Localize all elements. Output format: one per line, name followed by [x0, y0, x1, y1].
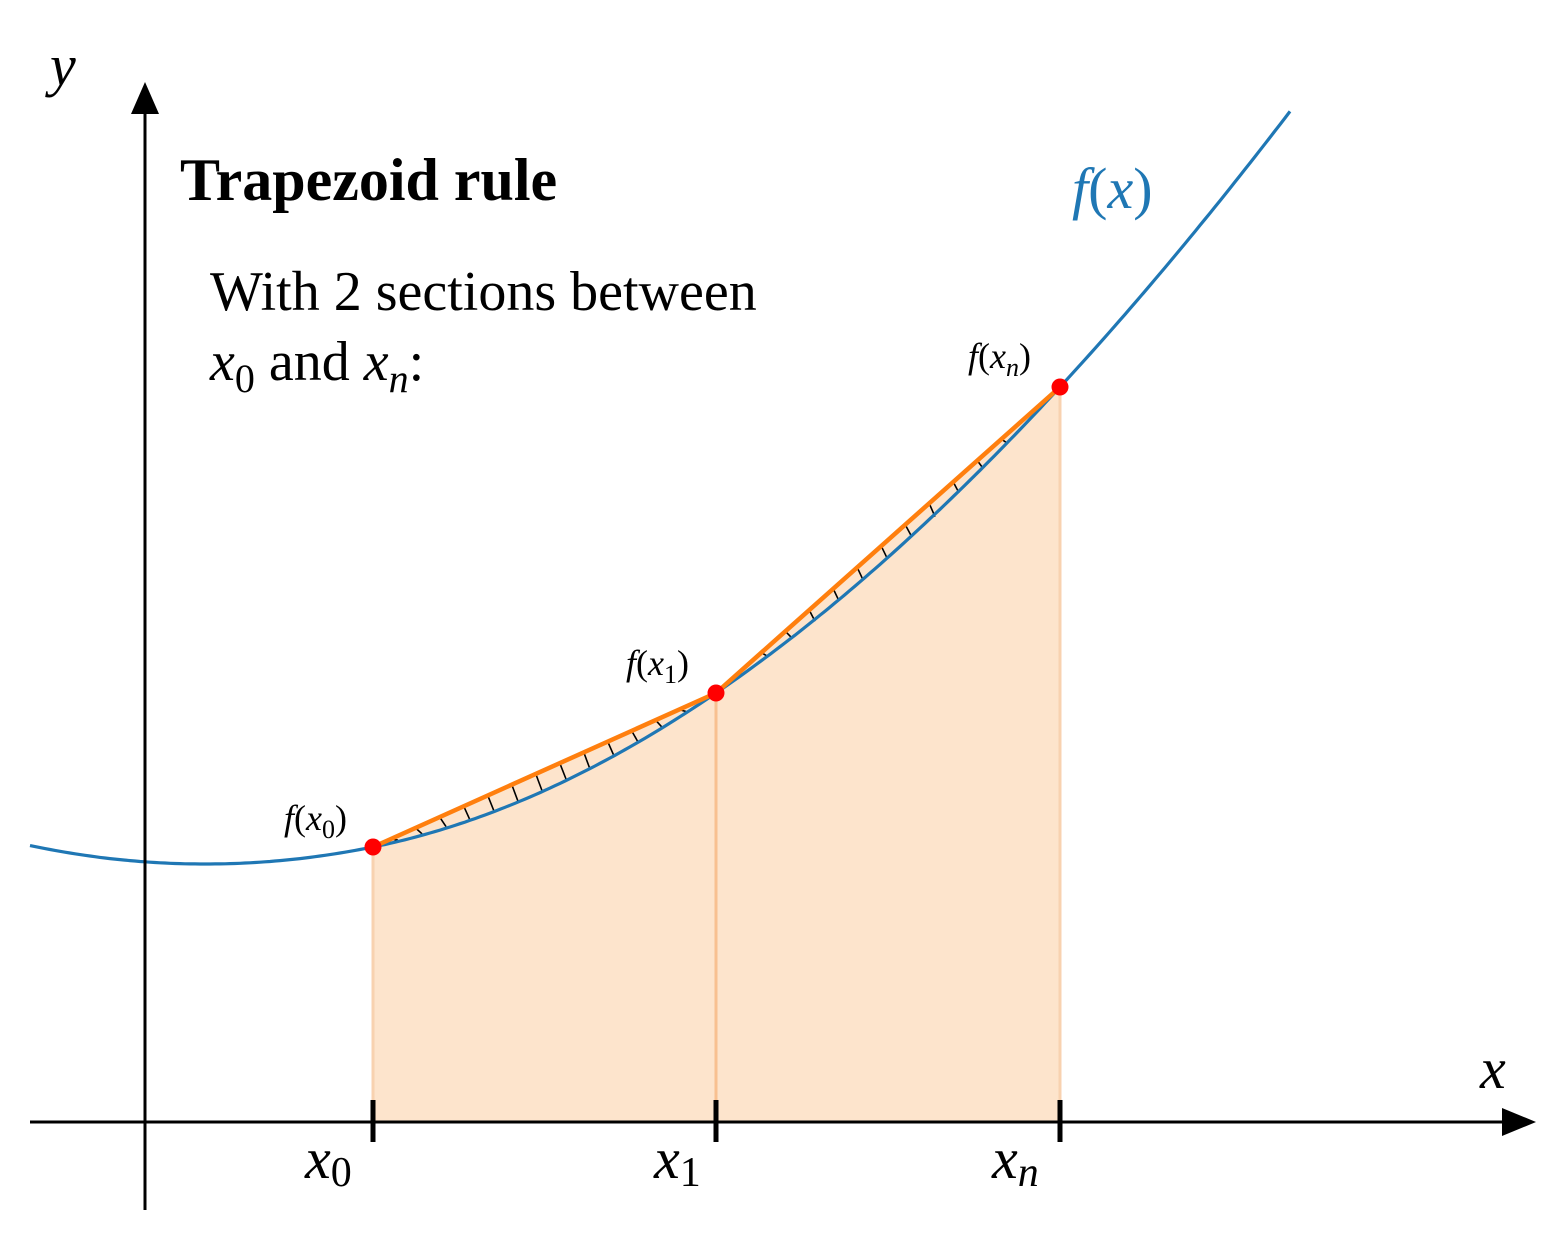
- hatch-mark-5: [511, 784, 519, 802]
- tick-label-x0: x0: [304, 1126, 352, 1196]
- tick-label-xn: xn: [991, 1126, 1039, 1196]
- description-line-2: x0 and xn:: [209, 331, 424, 401]
- hatch-mark-8: [583, 752, 591, 770]
- point-label-x1: f(x1): [626, 643, 689, 689]
- diagram-title: Trapezoid rule: [180, 147, 557, 213]
- hatch-mark-9: [607, 741, 615, 757]
- point-xn: [1051, 378, 1069, 396]
- x-axis-arrow: [1502, 1108, 1536, 1136]
- tick-label-x1: x1: [653, 1126, 701, 1196]
- hatch-mark-4: [487, 795, 495, 812]
- x-axis-label: x: [1479, 1036, 1506, 1101]
- curve-label: f(x): [1072, 156, 1153, 221]
- hatch-mark-6: [535, 774, 543, 791]
- hatch-mark-2: [439, 817, 447, 827]
- point-x0: [364, 838, 382, 856]
- point-label-xn: f(xn): [968, 336, 1031, 382]
- hatch-mark-7: [559, 763, 567, 780]
- hatch-mark-10: [631, 730, 639, 743]
- function-curve: [29, 110, 1292, 866]
- y-axis-arrow: [131, 82, 159, 114]
- y-axis-label: y: [45, 33, 76, 98]
- point-x1: [707, 684, 725, 702]
- point-label-x0: f(x0): [284, 798, 347, 844]
- hatch-mark-3: [463, 806, 471, 821]
- description-line-1: With 2 sections between: [210, 261, 757, 323]
